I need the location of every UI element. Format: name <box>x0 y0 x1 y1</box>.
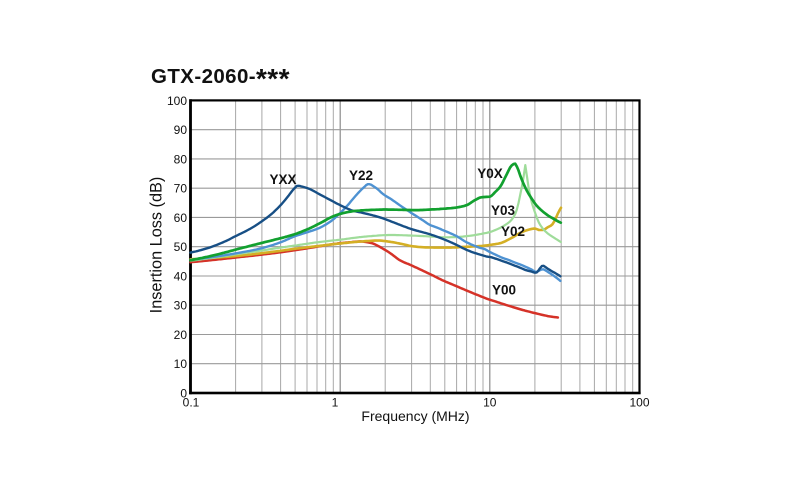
svg-text:90: 90 <box>174 123 188 137</box>
svg-text:30: 30 <box>174 299 188 313</box>
svg-text:10: 10 <box>174 357 188 371</box>
svg-text:70: 70 <box>174 182 188 196</box>
svg-text:80: 80 <box>174 152 188 166</box>
svg-text:YXX: YXX <box>269 172 296 187</box>
svg-text:Y00: Y00 <box>492 283 516 298</box>
svg-text:20: 20 <box>174 328 188 342</box>
svg-text:60: 60 <box>174 211 188 225</box>
svg-text:40: 40 <box>174 269 188 283</box>
svg-text:Y0X: Y0X <box>477 166 503 181</box>
svg-text:50: 50 <box>174 240 188 254</box>
svg-text:10: 10 <box>483 396 497 410</box>
svg-text:Insertion Loss (dB): Insertion Loss (dB) <box>148 177 166 314</box>
svg-text:Y22: Y22 <box>349 168 373 183</box>
svg-text:0.1: 0.1 <box>183 396 200 410</box>
svg-text:1: 1 <box>332 396 339 410</box>
svg-text:100: 100 <box>167 94 187 108</box>
svg-text:Y02: Y02 <box>501 224 525 239</box>
svg-text:Frequency (MHz): Frequency (MHz) <box>361 408 469 424</box>
svg-text:Y03: Y03 <box>491 203 516 218</box>
svg-text:0: 0 <box>180 387 187 401</box>
svg-text:100: 100 <box>629 396 649 410</box>
